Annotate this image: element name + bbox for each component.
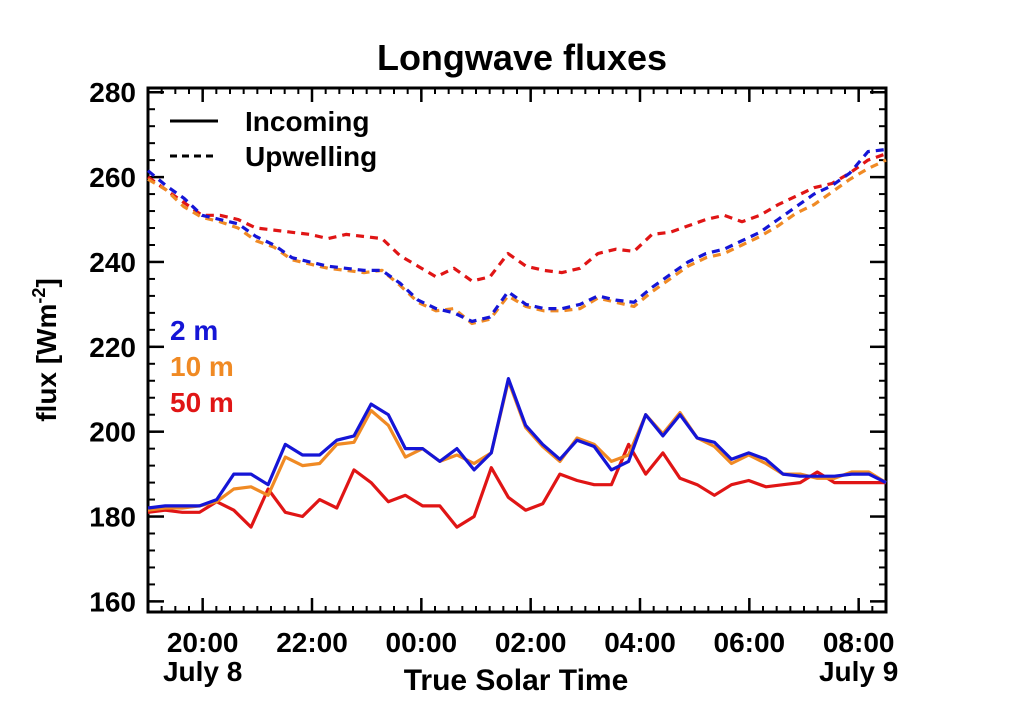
- legend-label-2m: 2 m: [170, 315, 218, 346]
- height-legend: 2 m 10 m 50 m: [170, 315, 234, 418]
- line-style-legend: Incoming Upwelling: [170, 106, 377, 172]
- y-axis-label-superscript: -2: [29, 288, 49, 304]
- y-tick-label: 240: [89, 247, 136, 278]
- legend-label-incoming: Incoming: [245, 106, 369, 137]
- series-line-2m-incoming: [147, 377, 887, 510]
- y-tick-label: 260: [89, 162, 136, 193]
- x-axis-label: True Solar Time: [404, 664, 629, 697]
- x-tick-label: 22:00: [276, 627, 348, 658]
- x-tick-label: 08:00: [823, 627, 895, 658]
- y-tick-label: 220: [89, 332, 136, 363]
- x-tick-date-label: July 8: [163, 656, 242, 687]
- y-axis-label: flux [Wm-2]: [29, 278, 62, 422]
- series-line-2m-upwelling: [146, 147, 887, 323]
- series-line-50m-incoming: [147, 442, 886, 529]
- legend-label-upwelling: Upwelling: [245, 141, 377, 172]
- x-tick-label: 00:00: [386, 627, 458, 658]
- legend-label-50m: 50 m: [170, 387, 234, 418]
- y-tick-label: 280: [89, 77, 136, 108]
- y-tick-label: 160: [89, 586, 136, 617]
- y-axis-label-close: ]: [31, 278, 62, 287]
- x-tick-label: 06:00: [714, 627, 786, 658]
- x-tick-label: 04:00: [604, 627, 676, 658]
- y-axis-label-main: flux [Wm: [31, 304, 62, 422]
- y-tick-label: 200: [89, 417, 136, 448]
- x-tick-label: 20:00: [167, 627, 239, 658]
- x-tick-date-label: July 9: [819, 656, 898, 687]
- data-series: [146, 147, 887, 529]
- legend-label-10m: 10 m: [170, 351, 234, 382]
- chart-title: Longwave fluxes: [377, 37, 667, 78]
- series-line-10m-upwelling: [147, 158, 887, 326]
- y-tick-label: 180: [89, 502, 136, 533]
- x-tick-label: 02:00: [495, 627, 567, 658]
